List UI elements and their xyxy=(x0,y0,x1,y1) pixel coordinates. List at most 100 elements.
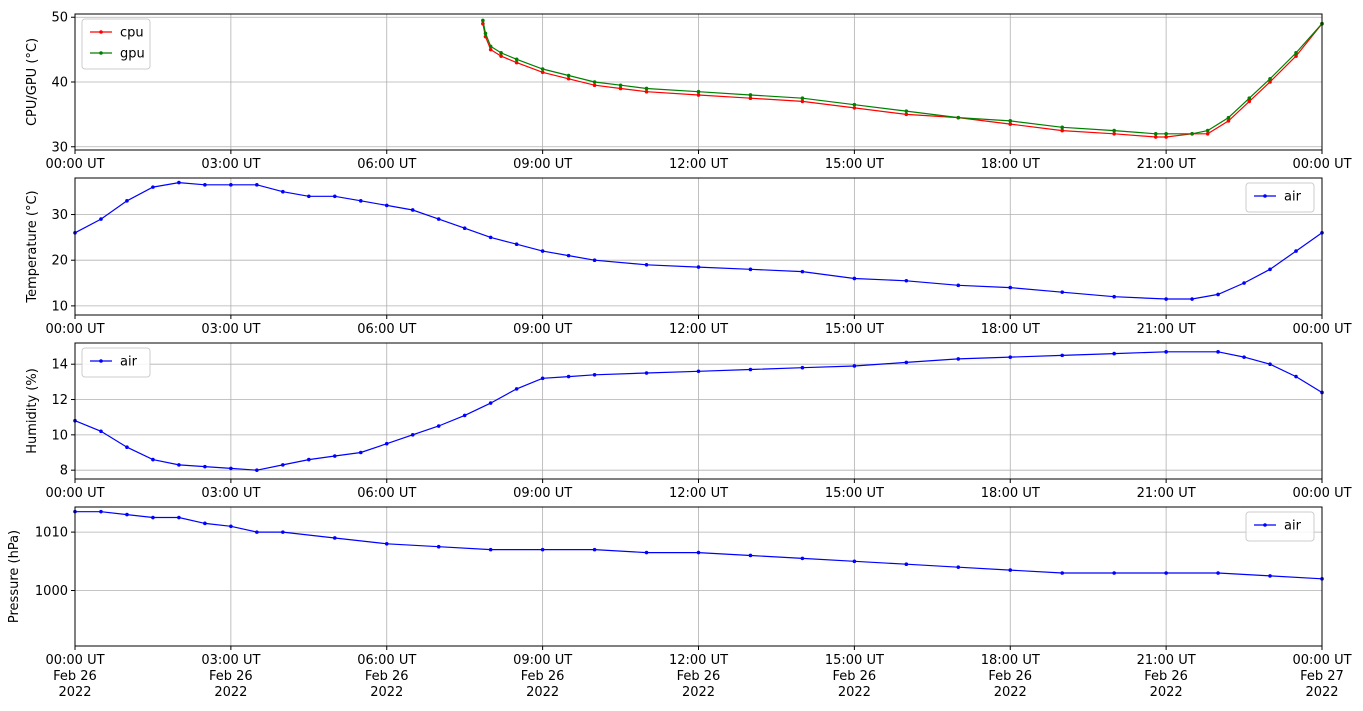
data-point-cpu xyxy=(1247,99,1252,104)
y-tick-label: 40 xyxy=(51,76,68,91)
data-point-air xyxy=(904,562,909,567)
x-tick-year-label: 2022 xyxy=(370,685,403,700)
data-point-cpu xyxy=(1060,128,1065,133)
data-point-gpu xyxy=(514,57,519,62)
y-tick-label: 8 xyxy=(60,464,68,479)
x-tick-year-label: 2022 xyxy=(526,685,559,700)
data-point-air xyxy=(1008,568,1013,572)
data-point-air xyxy=(852,276,857,281)
data-point-air xyxy=(1294,374,1298,379)
series-line-gpu xyxy=(482,20,1323,135)
data-point-air xyxy=(592,372,597,377)
data-point-gpu xyxy=(696,89,701,94)
data-point-cpu xyxy=(566,76,571,81)
data-point-air xyxy=(800,365,805,370)
x-tick-label: 06:00 UT xyxy=(357,486,416,501)
legend-marker-cpu xyxy=(99,30,103,34)
data-point-cpu xyxy=(904,112,909,117)
data-point-air xyxy=(125,445,129,450)
data-point-air xyxy=(436,544,441,549)
x-tick-label: 06:00 UT xyxy=(357,653,416,668)
data-point-gpu xyxy=(1190,132,1194,136)
x-tick-label: 21:00 UT xyxy=(1137,322,1196,337)
data-point-air xyxy=(229,466,233,471)
data-point-air xyxy=(592,258,597,263)
x-tick-year-label: 2022 xyxy=(1150,685,1183,700)
data-point-air xyxy=(800,269,805,274)
x-tick-label: 15:00 UT xyxy=(825,157,884,172)
data-point-gpu xyxy=(1060,125,1065,130)
data-point-air xyxy=(229,183,233,187)
legend-marker-air xyxy=(1263,194,1267,198)
data-point-gpu xyxy=(1294,51,1298,55)
y-tick-label: 30 xyxy=(51,140,68,155)
data-point-cpu xyxy=(499,54,503,58)
data-point-gpu xyxy=(540,67,545,71)
y-axis-label: Pressure (hPa) xyxy=(7,530,22,623)
data-point-air xyxy=(151,185,155,189)
x-tick-label: 21:00 UT xyxy=(1137,157,1196,172)
x-tick-label: 00:00 UT xyxy=(1292,322,1351,337)
data-point-gpu xyxy=(488,44,493,49)
y-tick-label: 1010 xyxy=(35,526,68,541)
data-point-gpu xyxy=(618,83,623,88)
data-point-air xyxy=(1060,571,1065,575)
x-tick-date-label: Feb 26 xyxy=(521,669,565,684)
data-point-air xyxy=(904,278,909,283)
legend: air xyxy=(81,347,151,378)
data-point-air xyxy=(281,463,285,467)
data-point-air xyxy=(644,371,649,375)
x-tick-label: 21:00 UT xyxy=(1137,486,1196,501)
panel-3: 8 10 12 14 00:00 UT 03:00 UT 06:00 UT 09:00 UT 1… xyxy=(25,342,1352,501)
data-point-air xyxy=(125,199,129,203)
data-point-air xyxy=(1242,281,1246,285)
data-point-air xyxy=(488,547,493,552)
data-point-cpu xyxy=(618,86,623,91)
data-point-air xyxy=(540,249,545,253)
y-tick-label: 20 xyxy=(51,254,68,269)
x-tick-date-label: Feb 26 xyxy=(833,669,877,684)
data-point-gpu xyxy=(483,31,488,36)
data-point-air xyxy=(203,183,207,187)
legend-label-air: air xyxy=(1284,190,1302,205)
data-point-gpu xyxy=(592,80,597,84)
data-point-air xyxy=(1112,351,1116,356)
data-point-air xyxy=(1164,297,1168,301)
data-point-air xyxy=(956,357,961,361)
series-line-air xyxy=(74,181,1323,300)
x-tick-year-label: 2022 xyxy=(214,685,247,700)
data-point-air xyxy=(281,530,285,534)
legend-label-air: air xyxy=(1284,519,1302,534)
x-tick-label: 12:00 UT xyxy=(669,157,728,172)
x-tick-label: 03:00 UT xyxy=(201,486,260,501)
x-tick-label: 03:00 UT xyxy=(201,322,260,337)
x-tick-label: 18:00 UT xyxy=(981,157,1040,172)
data-point-cpu xyxy=(514,60,519,65)
x-tick-label: 00:00 UT xyxy=(45,653,104,668)
data-point-air xyxy=(307,194,311,199)
x-tick-label: 12:00 UT xyxy=(669,322,728,337)
data-point-air xyxy=(514,242,519,247)
data-point-air xyxy=(1060,353,1065,358)
data-point-cpu xyxy=(488,47,493,52)
data-point-gpu xyxy=(499,51,503,55)
data-point-gpu xyxy=(1164,132,1168,136)
data-point-gpu xyxy=(800,96,805,100)
y-tick-label: 1000 xyxy=(35,584,68,599)
panel-2: 10 20 30 00:00 UT 03:00 UT 06:00 UT 09:00 UT 12… xyxy=(25,177,1352,337)
x-tick-label: 18:00 UT xyxy=(981,653,1040,668)
data-point-air xyxy=(436,424,441,428)
data-point-air xyxy=(99,429,103,434)
y-tick-label: 50 xyxy=(51,11,68,26)
data-point-cpu xyxy=(592,83,597,88)
legend-label-gpu: gpu xyxy=(120,47,145,62)
x-tick-label: 12:00 UT xyxy=(669,653,728,668)
data-point-air xyxy=(255,468,259,472)
legend-box xyxy=(81,347,151,378)
data-point-air xyxy=(956,565,961,569)
data-point-air xyxy=(384,541,389,546)
x-tick-year-label: 2022 xyxy=(838,685,871,700)
data-point-air xyxy=(307,457,311,462)
